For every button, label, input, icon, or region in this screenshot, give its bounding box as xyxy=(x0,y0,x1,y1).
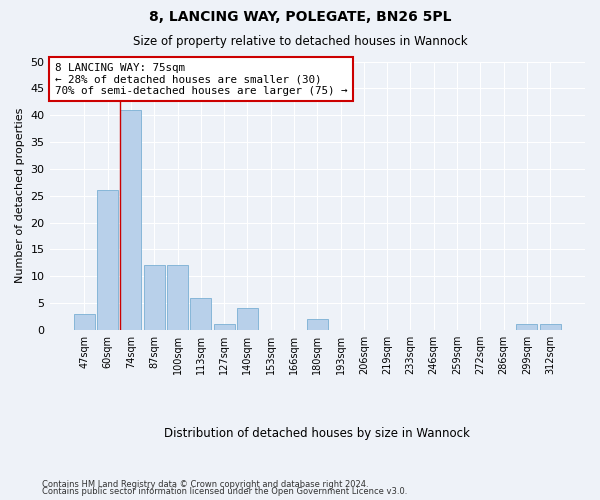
Text: Contains HM Land Registry data © Crown copyright and database right 2024.: Contains HM Land Registry data © Crown c… xyxy=(42,480,368,489)
Bar xyxy=(74,314,95,330)
Text: 8, LANCING WAY, POLEGATE, BN26 5PL: 8, LANCING WAY, POLEGATE, BN26 5PL xyxy=(149,10,451,24)
Bar xyxy=(214,324,235,330)
Bar xyxy=(121,110,142,330)
Bar xyxy=(237,308,258,330)
Bar xyxy=(307,319,328,330)
Y-axis label: Number of detached properties: Number of detached properties xyxy=(15,108,25,284)
Bar xyxy=(167,266,188,330)
Bar xyxy=(539,324,560,330)
Bar xyxy=(190,298,211,330)
Bar xyxy=(517,324,538,330)
Text: Contains public sector information licensed under the Open Government Licence v3: Contains public sector information licen… xyxy=(42,488,407,496)
Text: Size of property relative to detached houses in Wannock: Size of property relative to detached ho… xyxy=(133,35,467,48)
Text: 8 LANCING WAY: 75sqm
← 28% of detached houses are smaller (30)
70% of semi-detac: 8 LANCING WAY: 75sqm ← 28% of detached h… xyxy=(55,63,347,96)
Bar xyxy=(144,266,165,330)
Bar xyxy=(97,190,118,330)
X-axis label: Distribution of detached houses by size in Wannock: Distribution of detached houses by size … xyxy=(164,427,470,440)
